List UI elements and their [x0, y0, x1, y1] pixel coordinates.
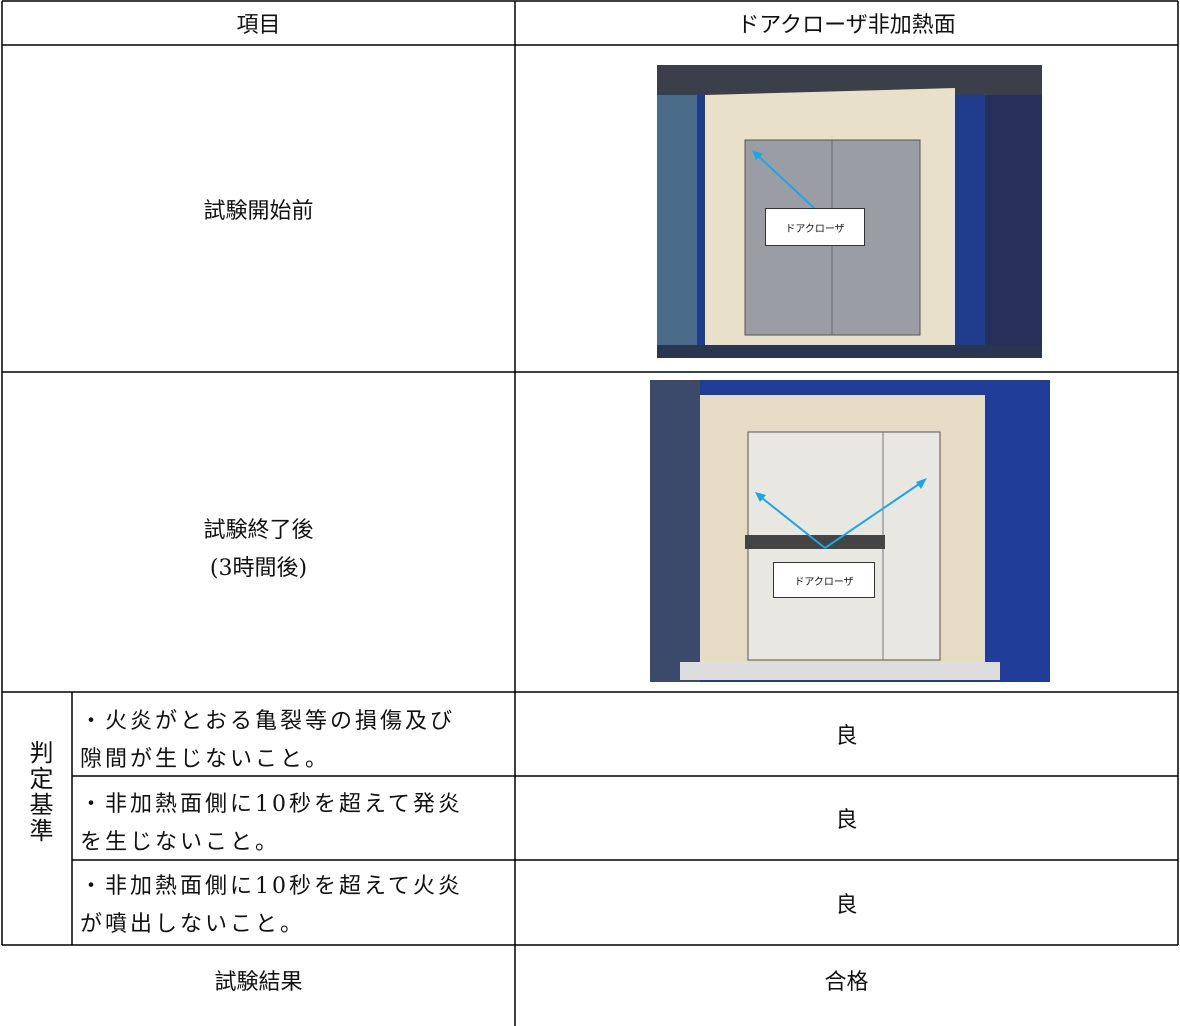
- photo-label: ドアクローザ: [773, 562, 875, 598]
- result-value: 合格: [824, 970, 869, 995]
- photo-label: ドアクローザ: [765, 208, 865, 246]
- criterion: ・火炎がとおる亀裂等の損傷及び 隙間が生じないこと。: [80, 703, 515, 779]
- criterion: ・非加熱面側に10秒を超えて発炎 を生じないこと。: [80, 786, 515, 862]
- criterion-line: ・非加熱面側に10秒を超えて発炎: [80, 792, 463, 817]
- criterion-result: 良: [835, 808, 858, 833]
- photo-after: [650, 380, 1050, 682]
- item-cell: 試験終了後: [203, 518, 314, 543]
- criterion-line: を生じないこと。: [80, 830, 281, 855]
- criterion: ・非加熱面側に10秒を超えて火炎 が噴出しないこと。: [80, 868, 515, 944]
- header-cell: 項目: [236, 13, 281, 38]
- criterion-line: ・非加熱面側に10秒を超えて火炎: [80, 874, 463, 899]
- header-cell: ドアクローザ非加熱面: [737, 13, 956, 38]
- criterion-line: ・火炎がとおる亀裂等の損傷及び: [80, 709, 456, 734]
- result-label: 試験結果: [214, 970, 303, 995]
- criterion-result: 良: [835, 724, 858, 749]
- item-note: (3時間後): [209, 556, 308, 581]
- item-cell: 試験開始前: [203, 198, 314, 224]
- criterion-result: 良: [835, 892, 858, 918]
- criteria-label: 判定基準: [25, 740, 53, 844]
- criterion-line: が噴出しないこと。: [80, 912, 306, 937]
- criterion-line: 隙間が生じないこと。: [80, 747, 331, 772]
